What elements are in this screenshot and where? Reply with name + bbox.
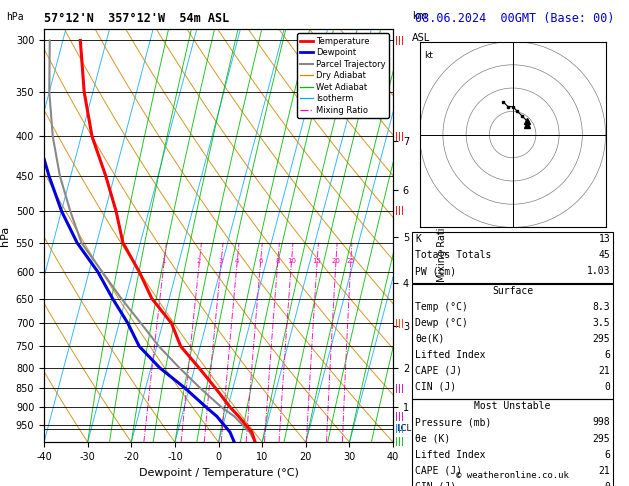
Text: 998: 998	[593, 417, 610, 428]
Text: CAPE (J): CAPE (J)	[415, 366, 462, 376]
Text: CIN (J): CIN (J)	[415, 382, 456, 392]
Text: 21: 21	[598, 366, 610, 376]
Text: |||: |||	[395, 424, 404, 433]
Text: 57°12'N  357°12'W  54m ASL: 57°12'N 357°12'W 54m ASL	[44, 12, 230, 25]
Text: 8: 8	[276, 258, 280, 264]
Text: kt: kt	[425, 51, 433, 60]
Text: |||: |||	[395, 132, 404, 141]
Text: Lifted Index: Lifted Index	[415, 350, 486, 360]
Text: 0: 0	[604, 382, 610, 392]
Text: 6: 6	[604, 450, 610, 460]
Text: Mixing Ratio (g/kg): Mixing Ratio (g/kg)	[437, 190, 447, 282]
Text: hPa: hPa	[6, 12, 24, 22]
Text: |||: |||	[395, 207, 404, 215]
Text: 4: 4	[235, 258, 239, 264]
Y-axis label: hPa: hPa	[0, 226, 10, 246]
Text: Most Unstable: Most Unstable	[474, 401, 551, 412]
Text: 13: 13	[598, 234, 610, 244]
Text: 10: 10	[287, 258, 296, 264]
Text: CAPE (J): CAPE (J)	[415, 466, 462, 476]
Text: 6: 6	[258, 258, 263, 264]
Text: CIN (J): CIN (J)	[415, 482, 456, 486]
X-axis label: Dewpoint / Temperature (°C): Dewpoint / Temperature (°C)	[138, 468, 299, 478]
Text: 295: 295	[593, 334, 610, 344]
Text: km: km	[413, 11, 428, 21]
Text: 25: 25	[347, 258, 355, 264]
Text: 3.5: 3.5	[593, 318, 610, 328]
Text: 08.06.2024  00GMT (Base: 00): 08.06.2024 00GMT (Base: 00)	[415, 12, 615, 25]
Text: Temp (°C): Temp (°C)	[415, 302, 468, 312]
Text: LCL: LCL	[397, 424, 412, 433]
Text: 3: 3	[219, 258, 223, 264]
Text: θe (K): θe (K)	[415, 434, 450, 444]
Text: |||: |||	[395, 36, 404, 45]
Text: 6: 6	[604, 350, 610, 360]
Text: Dewp (°C): Dewp (°C)	[415, 318, 468, 328]
Text: © weatheronline.co.uk: © weatheronline.co.uk	[456, 471, 569, 480]
Text: θe(K): θe(K)	[415, 334, 445, 344]
Text: PW (cm): PW (cm)	[415, 266, 456, 277]
Text: 45: 45	[598, 250, 610, 260]
Text: |||: |||	[395, 437, 404, 446]
Text: Totals Totals: Totals Totals	[415, 250, 491, 260]
Text: 20: 20	[331, 258, 340, 264]
Text: |||: |||	[395, 319, 404, 328]
Text: 15: 15	[313, 258, 321, 264]
Text: 2: 2	[197, 258, 201, 264]
Text: 1.03: 1.03	[587, 266, 610, 277]
Text: Pressure (mb): Pressure (mb)	[415, 417, 491, 428]
Text: ASL: ASL	[413, 34, 431, 43]
Text: K: K	[415, 234, 421, 244]
Text: 21: 21	[598, 466, 610, 476]
Legend: Temperature, Dewpoint, Parcel Trajectory, Dry Adiabat, Wet Adiabat, Isotherm, Mi: Temperature, Dewpoint, Parcel Trajectory…	[297, 34, 389, 118]
Text: 295: 295	[593, 434, 610, 444]
Text: Surface: Surface	[492, 286, 533, 296]
Text: 8.3: 8.3	[593, 302, 610, 312]
Text: Lifted Index: Lifted Index	[415, 450, 486, 460]
Text: 1: 1	[162, 258, 166, 264]
Text: |||: |||	[395, 412, 404, 421]
Text: 0: 0	[604, 482, 610, 486]
Text: |||: |||	[395, 383, 404, 393]
